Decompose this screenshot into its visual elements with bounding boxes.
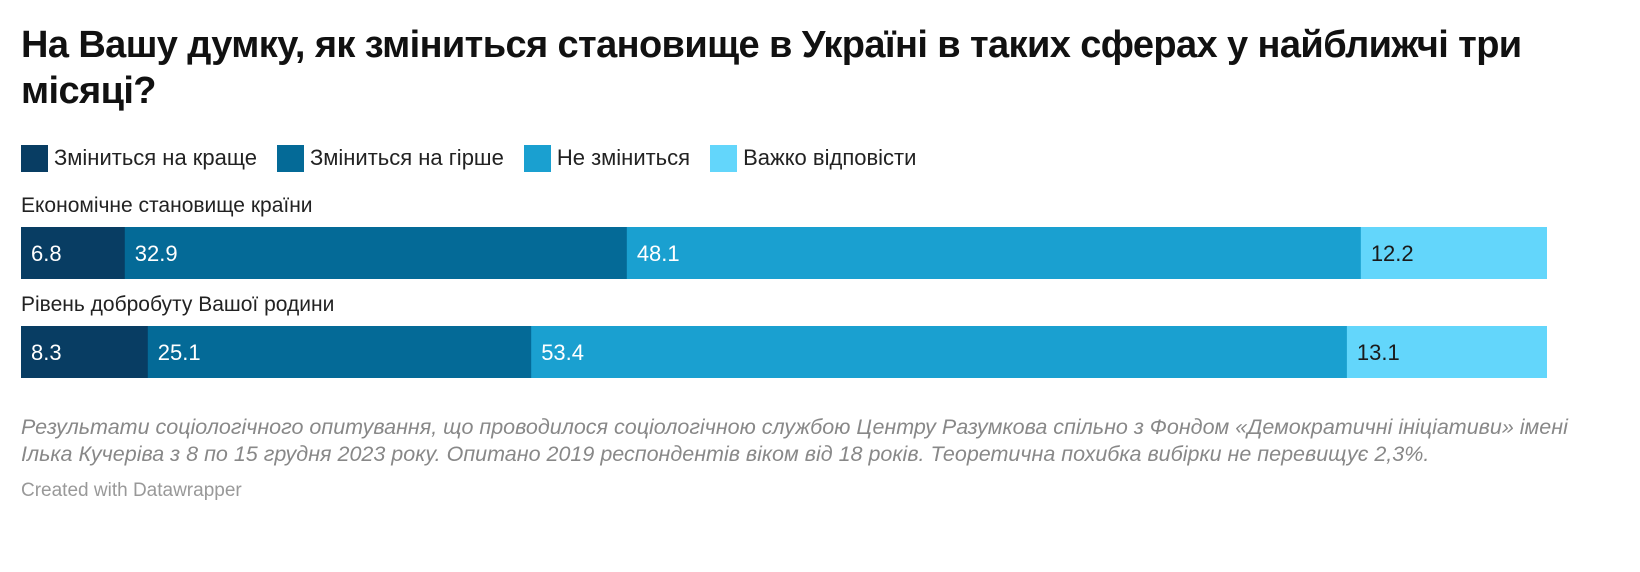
- legend-swatch-worse: [276, 144, 304, 172]
- legend-swatch-better: [21, 144, 48, 172]
- bar-segment-no-change: [626, 227, 1362, 279]
- chart-credit: Created with Datawrapper: [21, 480, 242, 501]
- legend-item-worse: Зміниться на гірше: [276, 144, 504, 172]
- legend-swatch-hard-to-say: [710, 144, 738, 172]
- bar-segment-no-change: [531, 326, 1348, 378]
- legend-item-hard-to-say: Важко відповісти: [710, 144, 917, 172]
- legend-item-better: Зміниться на краще: [21, 144, 257, 172]
- chart-container: На Вашу думку, як зміниться становище в …: [21, 22, 1625, 502]
- legend-label-no-change: Не зміниться: [556, 145, 691, 170]
- bar-segment-hard-to-say: [1360, 227, 1547, 279]
- bar-segment-worse: [147, 326, 532, 378]
- legend-item-no-change: Не зміниться: [523, 144, 691, 172]
- data-label-no-change: 48.1: [637, 241, 680, 266]
- bar-economy: 6.8 32.9 48.1 12.2: [21, 227, 1547, 279]
- chart-notes: Результати соціологічного опитування, що…: [21, 415, 1568, 466]
- data-label-no-change: 53.4: [541, 340, 584, 365]
- data-label-better: 8.3: [31, 340, 62, 365]
- bar-segment-hard-to-say: [1346, 326, 1547, 378]
- legend-swatch-no-change: [523, 144, 551, 172]
- legend: Зміниться на краще Зміниться на гірше Не…: [21, 144, 1625, 172]
- data-label-worse: 32.9: [135, 241, 178, 266]
- bar-household: 8.3 25.1 53.4 13.1: [21, 326, 1547, 378]
- legend-label-worse: Зміниться на гірше: [309, 145, 504, 170]
- row-label-household: Рівень добробуту Вашої родини: [21, 293, 335, 316]
- bar-segment-better: [21, 326, 149, 378]
- bar-segment-better: [21, 227, 126, 279]
- data-label-worse: 25.1: [158, 340, 201, 365]
- legend-label-better: Зміниться на краще: [54, 145, 257, 170]
- data-label-better: 6.8: [31, 241, 62, 266]
- data-label-hard-to-say: 13.1: [1357, 340, 1400, 365]
- data-label-hard-to-say: 12.2: [1371, 241, 1414, 266]
- row-label-economy: Економічне становище країни: [21, 194, 313, 217]
- bar-segment-worse: [124, 227, 628, 279]
- chart-title: На Вашу думку, як зміниться становище в …: [21, 24, 1522, 112]
- legend-label-hard-to-say: Важко відповісти: [743, 145, 917, 170]
